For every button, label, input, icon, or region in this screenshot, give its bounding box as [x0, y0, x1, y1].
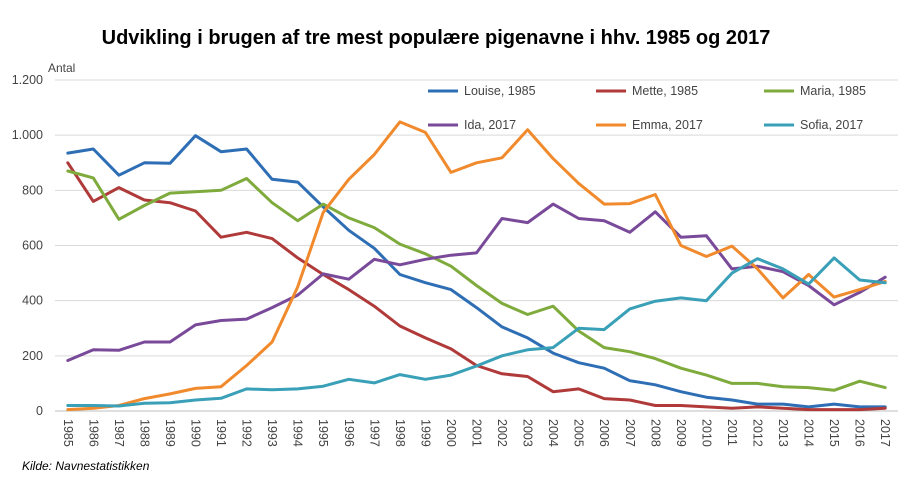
y-tick-label: 1.000: [12, 128, 43, 142]
x-axis-ticks: 1985 1986 1987 1988 1989 1990 1991 1992 1993 1994…: [61, 419, 892, 447]
x-tick-label: 1986: [86, 419, 100, 447]
x-tick-label: 2013: [776, 419, 790, 447]
series-line: [66, 256, 887, 408]
x-tick-label: 1995: [316, 419, 330, 447]
y-tick-label: 400: [22, 294, 43, 308]
legend-item: Louise, 1985: [428, 84, 536, 98]
chart-title: Udvikling i brugen af tre mest populære …: [102, 27, 771, 49]
y-tick-label: 800: [22, 183, 43, 197]
legend: Louise, 1985 Mette, 1985 Maria, 1985 Ida, 2…: [428, 84, 866, 132]
x-tick-label: 1985: [61, 419, 75, 447]
x-tick-label: 1999: [418, 419, 432, 447]
x-tick-label: 2006: [597, 419, 611, 447]
legend-item: Sofia, 2017: [764, 118, 863, 132]
x-tick-label: 1991: [214, 419, 228, 447]
x-tick-label: 1990: [189, 419, 203, 447]
x-tick-label: 2003: [521, 419, 535, 447]
x-tick-label: 1994: [291, 419, 305, 447]
series-line: [66, 169, 887, 392]
legend-label: Sofia, 2017: [800, 118, 863, 132]
y-tick-label: 200: [22, 349, 43, 363]
y-axis-label: Antal: [48, 61, 75, 75]
x-tick-label: 2002: [495, 419, 509, 447]
x-tick-label: 2015: [827, 419, 841, 447]
x-tick-label: 1998: [393, 419, 407, 447]
x-tick-label: 2005: [572, 419, 586, 447]
x-tick-label: 2007: [623, 419, 637, 447]
legend-label: Louise, 1985: [464, 84, 536, 98]
x-tick-label: 1987: [112, 419, 126, 447]
x-tick-label: 1992: [240, 419, 254, 447]
legend-item: Emma, 2017: [596, 118, 703, 132]
x-tick-label: 2017: [878, 419, 892, 447]
legend-label: Emma, 2017: [632, 118, 703, 132]
legend-label: Ida, 2017: [464, 118, 516, 132]
legend-item: Maria, 1985: [764, 84, 866, 98]
y-tick-label: 0: [36, 404, 43, 418]
x-tick-label: 2011: [725, 419, 739, 446]
x-tick-label: 1997: [367, 419, 381, 447]
series-line: [66, 120, 887, 412]
legend-label: Maria, 1985: [800, 84, 866, 98]
x-tick-label: 2009: [674, 419, 688, 447]
x-tick-label: 2012: [751, 419, 765, 447]
x-tick-label: 2010: [699, 419, 713, 447]
x-tick-label: 1993: [265, 419, 279, 447]
y-tick-label: 1.200: [12, 73, 43, 87]
legend-item: Mette, 1985: [596, 84, 698, 98]
y-axis-ticks: 0 200 400 600 800 1.000 1.200: [12, 73, 43, 418]
x-tick-label: 2014: [802, 419, 816, 447]
x-tick-label: 2016: [853, 419, 867, 447]
series-line: [66, 202, 887, 362]
legend-label: Mette, 1985: [632, 84, 698, 98]
legend-item: Ida, 2017: [428, 118, 516, 132]
y-tick-label: 600: [22, 239, 43, 253]
x-tick-label: 2004: [546, 419, 560, 447]
x-tick-label: 1989: [163, 419, 177, 447]
x-tick-label: 2008: [648, 419, 662, 447]
x-tick-label: 2000: [444, 419, 458, 447]
x-tick-label: 2001: [470, 419, 484, 447]
x-tick-label: 1988: [137, 419, 151, 447]
series-line: [66, 134, 887, 409]
source-note: Kilde: Navnestatistikken: [22, 459, 150, 473]
series-lines: [66, 120, 887, 412]
x-tick-label: 1996: [342, 419, 356, 447]
